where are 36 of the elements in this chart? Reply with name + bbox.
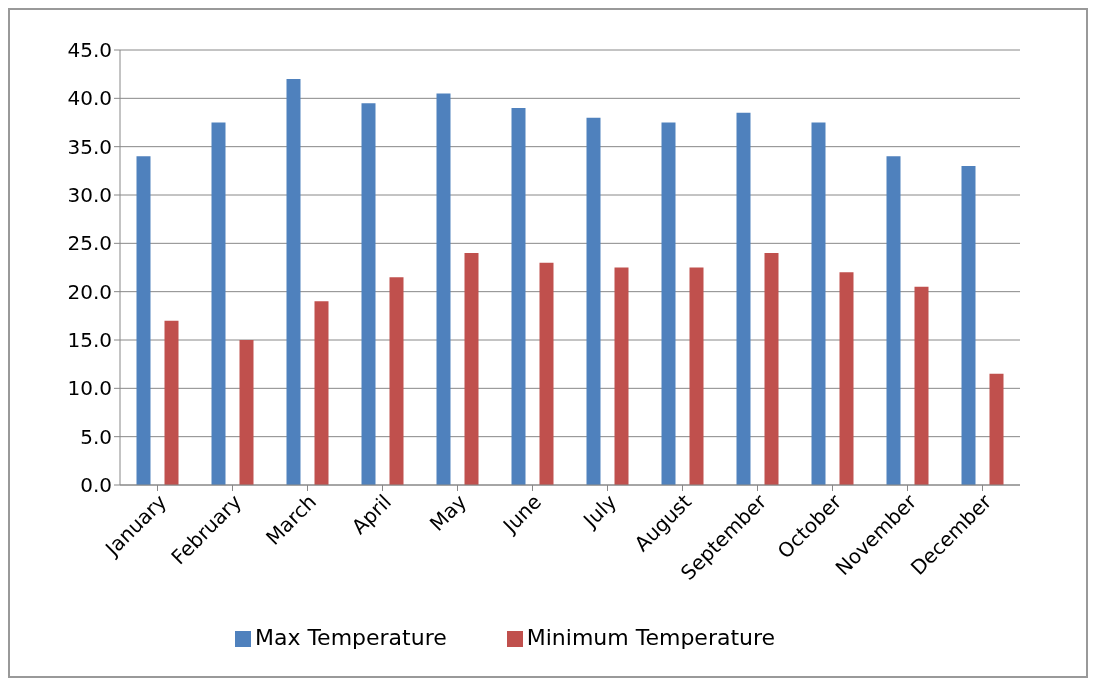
y-tick-label: 25.0 — [67, 231, 112, 256]
bar — [961, 166, 976, 485]
bar — [239, 340, 254, 485]
bar — [464, 253, 479, 485]
bar — [886, 156, 901, 485]
bar — [389, 277, 404, 485]
y-tick-label: 35.0 — [67, 134, 112, 159]
bar — [136, 156, 151, 485]
bar — [914, 286, 929, 485]
bar — [689, 267, 704, 485]
bar — [811, 122, 826, 485]
legend-label: Max Temperature — [254, 625, 447, 650]
bar — [511, 108, 526, 485]
bar — [736, 112, 751, 485]
bar — [989, 373, 1004, 485]
bar — [764, 253, 779, 485]
y-tick-label: 45.0 — [67, 38, 112, 63]
y-tick-label: 0.0 — [80, 473, 112, 498]
y-tick-label: 5.0 — [80, 424, 112, 449]
bar — [539, 262, 554, 485]
legend-label: Minimum Temperature — [526, 625, 776, 650]
y-tick-label: 30.0 — [67, 183, 112, 208]
bar — [286, 79, 301, 485]
y-tick-label: 10.0 — [67, 376, 112, 401]
bar — [586, 117, 601, 485]
bar — [839, 272, 854, 485]
bar — [436, 93, 451, 485]
bar — [661, 122, 676, 485]
bar — [361, 103, 376, 485]
bar — [614, 267, 629, 485]
bar — [314, 301, 329, 485]
bar — [164, 320, 179, 485]
bar — [211, 122, 226, 485]
y-tick-label: 15.0 — [67, 328, 112, 353]
y-tick-label: 40.0 — [67, 86, 112, 111]
y-tick-label: 20.0 — [67, 279, 112, 304]
